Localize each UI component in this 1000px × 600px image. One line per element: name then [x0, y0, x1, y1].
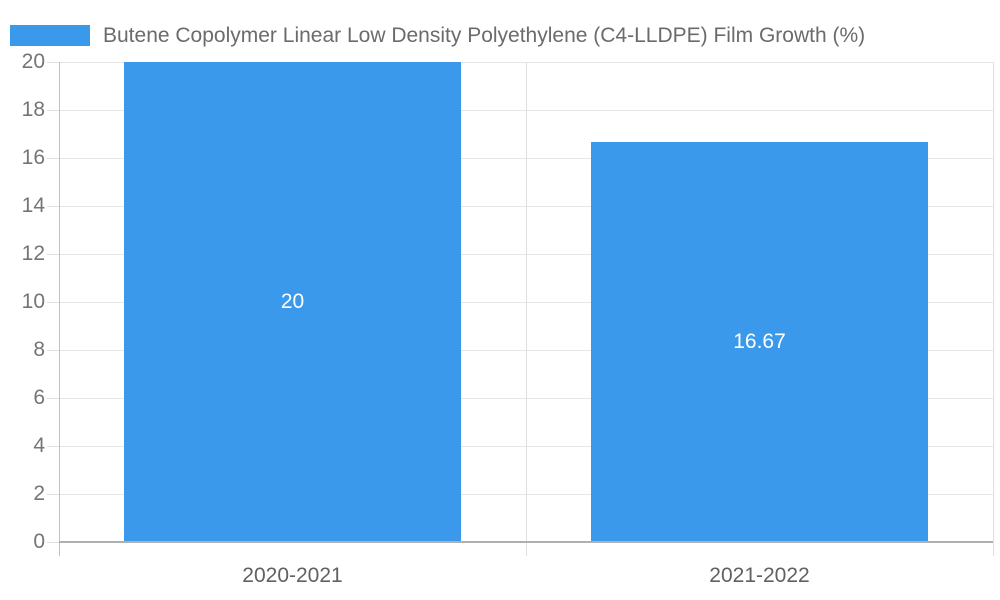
y-axis-tick — [47, 446, 59, 447]
y-tick-label: 2 — [33, 482, 45, 505]
y-tick-label: 6 — [33, 386, 45, 409]
x-axis-line — [59, 541, 993, 543]
legend[interactable]: Butene Copolymer Linear Low Density Poly… — [10, 25, 865, 46]
y-axis-tick — [47, 398, 59, 399]
y-tick-label: 16 — [21, 146, 45, 169]
y-tick-label: 10 — [21, 290, 45, 313]
y-axis-line — [59, 62, 60, 556]
y-tick-label: 20 — [21, 50, 45, 73]
legend-label: Butene Copolymer Linear Low Density Poly… — [103, 24, 866, 47]
y-tick-label: 4 — [33, 434, 45, 457]
bar[interactable]: 20 — [124, 62, 461, 542]
y-tick-label: 0 — [33, 530, 45, 553]
y-axis-tick — [47, 302, 59, 303]
y-tick-label: 18 — [21, 98, 45, 121]
legend-swatch — [10, 25, 90, 46]
bar-value-label: 16.67 — [733, 329, 786, 353]
y-axis-tick — [47, 494, 59, 495]
y-tick-label: 8 — [33, 338, 45, 361]
y-axis-tick — [47, 254, 59, 255]
y-tick-label: 14 — [21, 194, 45, 217]
category-label: 2020-2021 — [242, 564, 343, 587]
y-axis-tick — [47, 542, 59, 543]
vertical-gridline — [993, 62, 994, 556]
y-axis-tick — [47, 206, 59, 207]
y-axis-tick — [47, 158, 59, 159]
y-axis-tick — [47, 62, 59, 63]
y-tick-label: 12 — [21, 242, 45, 265]
y-axis-tick — [47, 110, 59, 111]
category-label: 2021-2022 — [709, 564, 810, 587]
bar[interactable]: 16.67 — [591, 141, 928, 542]
vertical-gridline — [526, 62, 527, 556]
bar-value-label: 20 — [280, 290, 305, 313]
y-axis-tick — [47, 350, 59, 351]
